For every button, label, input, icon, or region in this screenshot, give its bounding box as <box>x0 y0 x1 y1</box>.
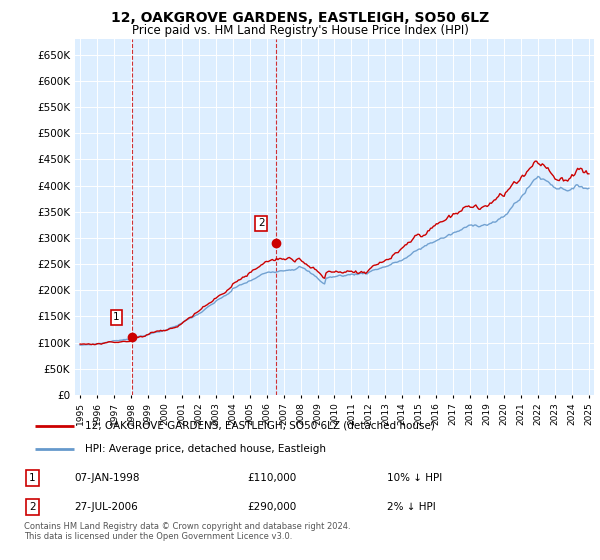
Text: Price paid vs. HM Land Registry's House Price Index (HPI): Price paid vs. HM Land Registry's House … <box>131 24 469 36</box>
Text: Contains HM Land Registry data © Crown copyright and database right 2024.
This d: Contains HM Land Registry data © Crown c… <box>24 522 350 542</box>
Text: 2% ↓ HPI: 2% ↓ HPI <box>387 502 436 512</box>
Text: 27-JUL-2006: 27-JUL-2006 <box>74 502 138 512</box>
Text: 2: 2 <box>258 218 265 228</box>
Text: 10% ↓ HPI: 10% ↓ HPI <box>387 473 442 483</box>
Text: 12, OAKGROVE GARDENS, EASTLEIGH, SO50 6LZ: 12, OAKGROVE GARDENS, EASTLEIGH, SO50 6L… <box>111 11 489 25</box>
Text: £290,000: £290,000 <box>247 502 296 512</box>
Text: £110,000: £110,000 <box>247 473 296 483</box>
Text: HPI: Average price, detached house, Eastleigh: HPI: Average price, detached house, East… <box>85 445 326 454</box>
Text: 12, OAKGROVE GARDENS, EASTLEIGH, SO50 6LZ (detached house): 12, OAKGROVE GARDENS, EASTLEIGH, SO50 6L… <box>85 421 435 431</box>
Text: 2: 2 <box>29 502 35 512</box>
Text: 07-JAN-1998: 07-JAN-1998 <box>74 473 140 483</box>
Text: 1: 1 <box>29 473 35 483</box>
Text: 1: 1 <box>113 312 120 323</box>
